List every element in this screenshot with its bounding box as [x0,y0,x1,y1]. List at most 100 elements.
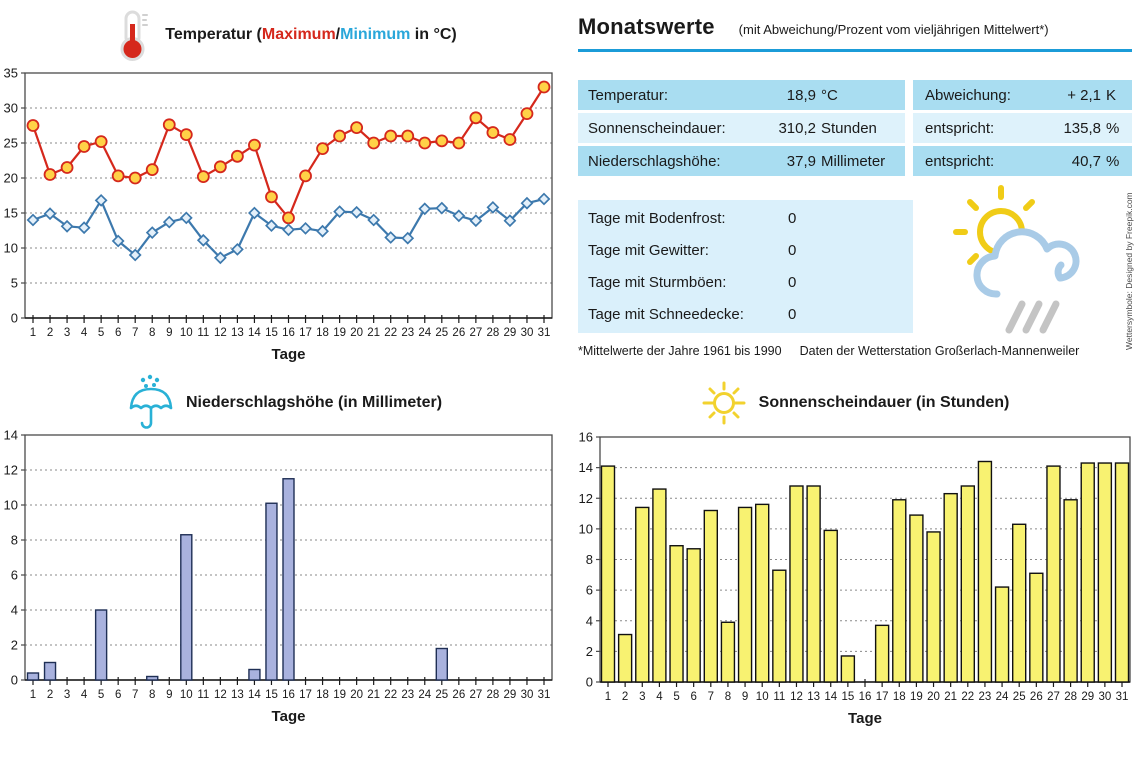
svg-text:26: 26 [1030,691,1043,703]
svg-text:28: 28 [487,689,500,701]
svg-text:16: 16 [282,327,295,339]
svg-text:2: 2 [586,644,593,659]
svg-text:10: 10 [180,327,193,339]
sun-icon [702,381,746,425]
svg-text:20: 20 [4,171,18,186]
svg-text:25: 25 [4,136,18,151]
svg-text:13: 13 [231,689,244,701]
table-row: Niederschlagshöhe: 37,9 Millimeter entspri… [578,146,1132,176]
panel-header: Monatswerte (mit Abweichung/Prozent vom … [578,14,1132,52]
svg-text:4: 4 [81,689,88,701]
svg-text:30: 30 [1098,691,1111,703]
svg-text:22: 22 [384,327,397,339]
svg-text:15: 15 [265,689,278,701]
footnote-station: Daten der Wetterstation Großerlach-Manne… [799,344,1080,358]
svg-text:22: 22 [961,691,974,703]
svg-text:6: 6 [11,568,18,583]
svg-text:31: 31 [538,689,551,701]
svg-text:12: 12 [579,491,593,506]
bars [600,460,1130,683]
svg-text:5: 5 [11,276,18,291]
thermometer-icon [120,10,149,61]
footnote-mittelwerte: *Mittelwerte der Jahre 1961 bis 1990 [578,344,782,358]
svg-text:14: 14 [824,691,837,703]
svg-text:16: 16 [859,691,872,703]
svg-text:7: 7 [132,689,138,701]
svg-text:7: 7 [132,327,138,339]
svg-text:18: 18 [316,689,329,701]
temperature-title-text: Temperatur (Maximum/Minimum in °C) [165,26,457,43]
svg-text:8: 8 [149,327,155,339]
svg-text:15: 15 [4,206,18,221]
svg-text:0: 0 [11,673,18,688]
svg-text:10: 10 [579,521,593,536]
svg-text:11: 11 [197,327,209,339]
svg-text:8: 8 [11,533,18,548]
svg-text:18: 18 [893,691,906,703]
series-minimum [26,192,551,265]
umbrella-rain-icon [129,374,173,429]
svg-text:21: 21 [367,327,380,339]
svg-text:5: 5 [98,689,104,701]
svg-text:25: 25 [1013,691,1026,703]
svg-text:19: 19 [333,327,346,339]
svg-text:6: 6 [586,583,593,598]
svg-text:10: 10 [180,689,193,701]
svg-text:6: 6 [115,689,121,701]
bars [26,478,448,681]
svg-text:27: 27 [469,689,482,701]
panel-title: Monatswerte [578,14,715,39]
svg-text:26: 26 [452,327,465,339]
svg-text:4: 4 [11,603,18,618]
svg-text:30: 30 [521,689,534,701]
sun-cloud-rain-icon [953,185,1080,334]
svg-text:16: 16 [579,430,593,445]
svg-text:Tage: Tage [272,346,306,363]
svg-text:12: 12 [214,689,227,701]
panel-subtitle: (mit Abweichung/Prozent vom vieljährigen… [738,22,1049,37]
svg-text:13: 13 [231,327,244,339]
svg-text:13: 13 [807,691,820,703]
svg-text:4: 4 [81,327,88,339]
svg-text:8: 8 [149,689,155,701]
svg-text:11: 11 [197,689,209,701]
svg-text:21: 21 [367,689,380,701]
svg-text:30: 30 [4,101,18,116]
svg-text:20: 20 [927,691,940,703]
svg-text:9: 9 [742,691,748,703]
svg-text:15: 15 [841,691,854,703]
svg-text:24: 24 [996,691,1009,703]
svg-text:7: 7 [708,691,714,703]
svg-text:15: 15 [265,327,278,339]
svg-text:1: 1 [30,689,36,701]
table-row: Tage mit Sturmböen: 0 [588,274,797,291]
sunshine-chart-title: Sonnenscheindauer (in Stunden) [570,378,1140,428]
svg-text:12: 12 [214,327,227,339]
svg-text:24: 24 [418,327,431,339]
svg-text:4: 4 [656,691,663,703]
svg-text:3: 3 [64,689,70,701]
svg-text:23: 23 [401,689,414,701]
attribution-text: Wettersymbole: Designed by Freepik.com [1124,192,1134,350]
svg-text:12: 12 [4,463,18,478]
svg-text:3: 3 [639,691,645,703]
max-legend-label: Maximum [261,26,336,43]
svg-text:2: 2 [47,327,53,339]
svg-text:17: 17 [299,327,312,339]
table-row: Tage mit Bodenfrost: 0 [588,210,797,227]
svg-text:10: 10 [4,498,18,513]
svg-text:8: 8 [725,691,731,703]
svg-text:31: 31 [538,327,551,339]
svg-text:30: 30 [521,327,534,339]
svg-text:27: 27 [469,327,482,339]
temperature-chart-title: Temperatur (Maximum/Minimum in °C) [0,10,570,61]
svg-text:6: 6 [115,327,121,339]
svg-text:0: 0 [11,311,18,326]
svg-text:35: 35 [4,66,18,81]
min-legend-label: Minimum [340,26,411,43]
svg-text:12: 12 [790,691,803,703]
svg-text:29: 29 [504,327,517,339]
